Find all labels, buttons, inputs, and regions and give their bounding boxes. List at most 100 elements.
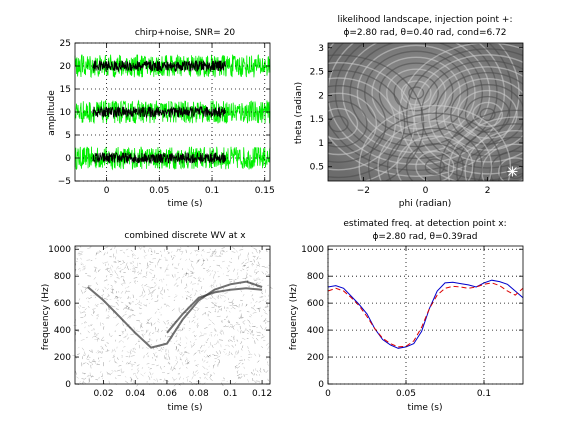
- wv-texture: [191, 376, 194, 380]
- wv-texture: [185, 249, 187, 253]
- wv-texture: [105, 267, 108, 271]
- wv-texture: [212, 277, 215, 280]
- wv-texture: [88, 297, 93, 299]
- likelihood-ring: [393, 74, 439, 112]
- wv-texture: [161, 329, 163, 332]
- wv-texture: [214, 251, 218, 255]
- wv-texture: [94, 269, 97, 274]
- wv-texture: [119, 335, 121, 337]
- wv-texture: [258, 331, 262, 334]
- wv-texture: [213, 372, 215, 375]
- wv-texture: [84, 287, 87, 291]
- wv-texture: [150, 344, 153, 346]
- wv-texture: [211, 301, 214, 304]
- panel4-xlabel: time (s): [408, 403, 443, 413]
- wv-texture: [137, 302, 139, 304]
- wv-texture: [217, 306, 220, 308]
- wv-texture: [189, 270, 193, 273]
- wv-texture: [126, 337, 130, 340]
- wv-texture: [254, 340, 256, 344]
- wv-texture: [132, 314, 136, 316]
- wv-texture: [160, 306, 162, 309]
- wv-texture: [110, 248, 113, 250]
- wv-texture: [151, 356, 154, 359]
- wv-texture: [242, 246, 244, 248]
- wv-texture: [188, 361, 190, 364]
- wv-texture: [264, 318, 267, 322]
- wv-texture: [121, 316, 124, 318]
- wv-texture: [141, 326, 143, 329]
- wv-texture: [184, 350, 188, 353]
- panel2-ytick-label: 3: [318, 44, 324, 54]
- wv-texture: [229, 339, 233, 342]
- wv-texture: [154, 326, 157, 330]
- wv-texture: [90, 324, 93, 327]
- wv-texture: [177, 262, 180, 266]
- wv-texture: [108, 310, 110, 313]
- wv-texture: [256, 370, 259, 373]
- wv-texture: [122, 313, 127, 316]
- wv-texture: [85, 336, 88, 339]
- wv-texture: [124, 380, 129, 384]
- wv-texture: [244, 276, 248, 280]
- wv-texture: [106, 251, 108, 255]
- wv-texture: [134, 266, 138, 269]
- wv-texture: [107, 284, 109, 286]
- wv-texture: [80, 289, 83, 294]
- wv-texture: [260, 325, 262, 327]
- wv-texture: [256, 373, 258, 376]
- wv-texture: [165, 356, 167, 359]
- wv-texture: [113, 348, 116, 353]
- wv-texture: [206, 337, 209, 342]
- wv-texture: [267, 363, 269, 366]
- wv-texture: [246, 266, 250, 269]
- wv-texture: [190, 272, 195, 274]
- wv-texture: [233, 338, 235, 341]
- panel4-frame: [327, 245, 524, 385]
- wv-texture: [253, 373, 255, 376]
- wv-texture: [98, 337, 100, 340]
- wv-texture: [127, 308, 131, 310]
- wv-texture: [218, 305, 222, 308]
- wv-texture: [201, 312, 206, 316]
- panel4-ytick-label: 600: [307, 299, 324, 309]
- likelihood-ring: [328, 92, 378, 156]
- wv-texture: [127, 286, 130, 288]
- wv-texture: [87, 330, 90, 334]
- wv-texture: [77, 346, 80, 349]
- wv-texture: [258, 308, 260, 313]
- panel1-xtick-label: 0.05: [149, 186, 169, 196]
- wv-texture: [242, 320, 246, 323]
- wv-texture: [112, 256, 115, 258]
- wv-texture: [199, 289, 201, 291]
- wv-texture: [248, 324, 251, 328]
- wv-texture: [133, 277, 138, 279]
- wv-texture: [192, 283, 197, 285]
- panel2-xtick-label: −2: [357, 186, 370, 196]
- wv-texture: [178, 311, 183, 314]
- wv-texture: [193, 277, 197, 279]
- wv-texture: [79, 381, 81, 383]
- wv-texture: [105, 317, 109, 319]
- wv-texture: [146, 352, 149, 355]
- wv-texture: [260, 326, 264, 330]
- wv-texture: [258, 250, 261, 254]
- wv-texture: [87, 247, 92, 249]
- wv-texture: [193, 314, 196, 316]
- wv-texture: [129, 281, 132, 284]
- wv-texture: [196, 308, 200, 311]
- wv-texture: [248, 349, 251, 354]
- panel1-ytick-label: 10: [60, 108, 72, 118]
- wv-texture: [120, 283, 123, 286]
- wv-texture: [205, 341, 208, 343]
- wv-texture: [185, 376, 189, 378]
- wv-texture: [92, 359, 95, 361]
- wv-texture: [219, 294, 224, 297]
- wv-texture: [245, 304, 248, 307]
- wv-texture: [137, 330, 140, 332]
- wv-texture: [129, 268, 131, 271]
- wv-texture: [141, 284, 144, 287]
- wv-texture: [195, 250, 200, 252]
- wv-texture: [241, 363, 244, 365]
- wv-texture: [225, 309, 227, 312]
